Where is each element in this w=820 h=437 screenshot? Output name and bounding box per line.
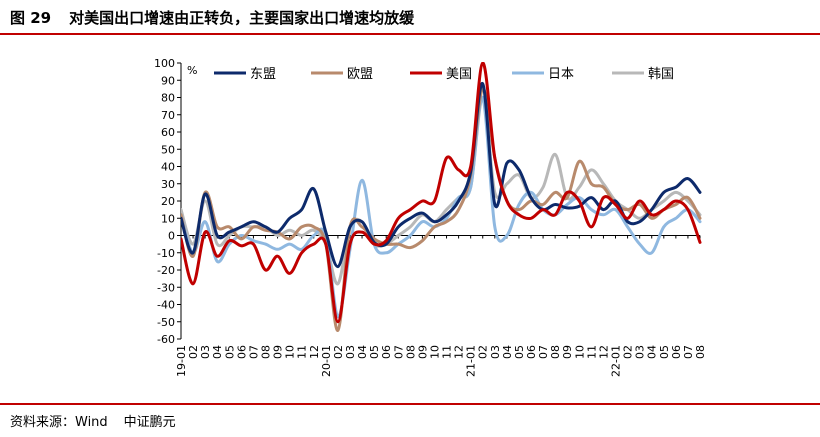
- x-tick-label: 04: [646, 345, 659, 359]
- y-tick-label: 90: [161, 74, 175, 87]
- x-tick-label: 10: [284, 345, 297, 359]
- x-tick-label: 10: [573, 345, 586, 359]
- chart-legend: 东盟 欧盟 美国 日本 韩国: [214, 67, 674, 82]
- y-tick-label: 70: [161, 109, 175, 122]
- y-tick-label: -20: [157, 264, 175, 277]
- x-tick-label: 12: [308, 345, 321, 359]
- x-tick-label: 05: [368, 345, 381, 359]
- x-tick-label: 05: [223, 345, 236, 359]
- source-note: 资料来源：Wind 中证鹏元: [10, 411, 176, 430]
- x-tick-label: 10: [428, 345, 441, 359]
- x-tick-label: 03: [634, 345, 647, 359]
- bottom-rule: [0, 403, 820, 405]
- figure-title: 图 29 对美国出口增速由正转负，主要国家出口增速均放缓: [10, 7, 414, 28]
- y-tick-label: 100: [154, 57, 175, 70]
- x-tick-label: 04: [356, 345, 369, 359]
- x-tick-label: 04: [211, 345, 224, 359]
- x-tick-label: 08: [259, 345, 272, 359]
- x-tick-label: 06: [670, 345, 683, 359]
- x-tick-label: 07: [682, 345, 695, 359]
- series-line-美国: [181, 62, 702, 324]
- y-tick-label: -40: [157, 299, 175, 312]
- legend-label: 日本: [548, 67, 574, 82]
- legend-label: 美国: [446, 67, 472, 82]
- y-unit-label: %: [187, 64, 197, 77]
- x-tick-label: 07: [247, 345, 260, 359]
- x-tick-label: 06: [380, 345, 393, 359]
- y-tick-label: 10: [161, 212, 175, 225]
- x-tick-label: 09: [272, 345, 285, 359]
- x-tick-label: 08: [694, 345, 707, 359]
- x-tick-label: 02: [477, 345, 490, 359]
- y-tick-label: 30: [161, 178, 175, 191]
- x-tick-label: 12: [453, 345, 466, 359]
- x-tick-label: 06: [525, 345, 538, 359]
- x-tick-label: 07: [392, 345, 405, 359]
- source-org: 中证鹏元: [123, 415, 176, 430]
- x-tick-label: 20-01: [320, 345, 333, 377]
- x-tick-label: 02: [622, 345, 635, 359]
- figure-header: 图 29 对美国出口增速由正转负，主要国家出口增速均放缓: [0, 0, 820, 36]
- x-tick-label: 08: [404, 345, 417, 359]
- y-tick-label: -50: [157, 316, 175, 329]
- x-tick-label: 11: [441, 345, 454, 359]
- legend-label: 韩国: [648, 67, 674, 82]
- source-text: 资料来源：Wind: [10, 415, 108, 430]
- y-tick-label: 50: [161, 143, 175, 156]
- x-tick-label: 07: [537, 345, 550, 359]
- y-tick-label: -10: [157, 247, 175, 260]
- x-tick-label: 05: [658, 345, 671, 359]
- legend-label: 东盟: [250, 67, 276, 82]
- chart-axes: 1009080706050403020100-10-20-30-40-50-60…: [154, 57, 707, 377]
- y-tick-label: 60: [161, 126, 175, 139]
- top-rule: [0, 33, 820, 35]
- x-tick-label: 11: [296, 345, 309, 359]
- figure-number: 图 29: [10, 9, 52, 27]
- x-tick-label: 02: [187, 345, 200, 359]
- y-tick-label: 40: [161, 161, 175, 174]
- x-tick-label: 19-01: [175, 345, 188, 377]
- x-tick-label: 09: [561, 345, 574, 359]
- x-tick-label: 02: [332, 345, 345, 359]
- x-tick-label: 03: [489, 345, 502, 359]
- x-tick-label: 04: [501, 345, 514, 359]
- x-tick-label: 21-01: [465, 345, 478, 377]
- figure-title-text: 对美国出口增速由正转负，主要国家出口增速均放缓: [69, 9, 415, 27]
- x-tick-label: 03: [199, 345, 212, 359]
- x-tick-label: 05: [513, 345, 526, 359]
- y-tick-label: -60: [157, 333, 175, 346]
- x-tick-label: 06: [235, 345, 248, 359]
- x-tick-label: 09: [416, 345, 429, 359]
- y-tick-label: 20: [161, 195, 175, 208]
- x-tick-label: 03: [344, 345, 357, 359]
- x-tick-label: 12: [597, 345, 610, 359]
- y-tick-label: 80: [161, 92, 175, 105]
- x-tick-label: 08: [549, 345, 562, 359]
- y-tick-label: 0: [168, 230, 175, 243]
- x-tick-label: 11: [585, 345, 598, 359]
- x-tick-label: 22-01: [610, 345, 623, 377]
- series-lines: [181, 62, 702, 332]
- y-tick-label: -30: [157, 281, 175, 294]
- legend-label: 欧盟: [347, 67, 373, 82]
